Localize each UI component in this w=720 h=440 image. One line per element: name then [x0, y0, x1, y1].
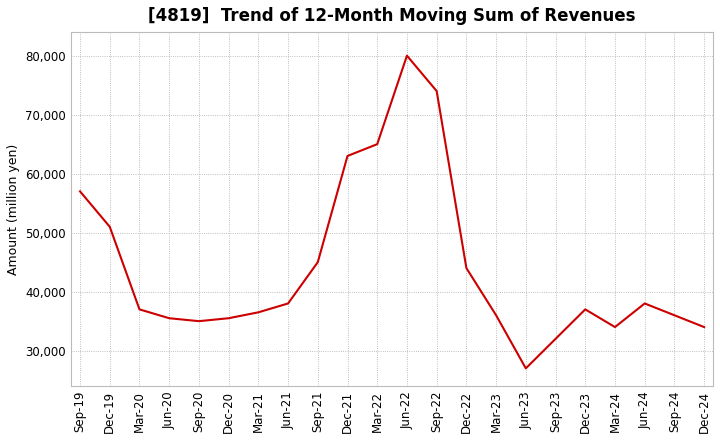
Y-axis label: Amount (million yen): Amount (million yen)	[7, 143, 20, 275]
Title: [4819]  Trend of 12-Month Moving Sum of Revenues: [4819] Trend of 12-Month Moving Sum of R…	[148, 7, 636, 25]
